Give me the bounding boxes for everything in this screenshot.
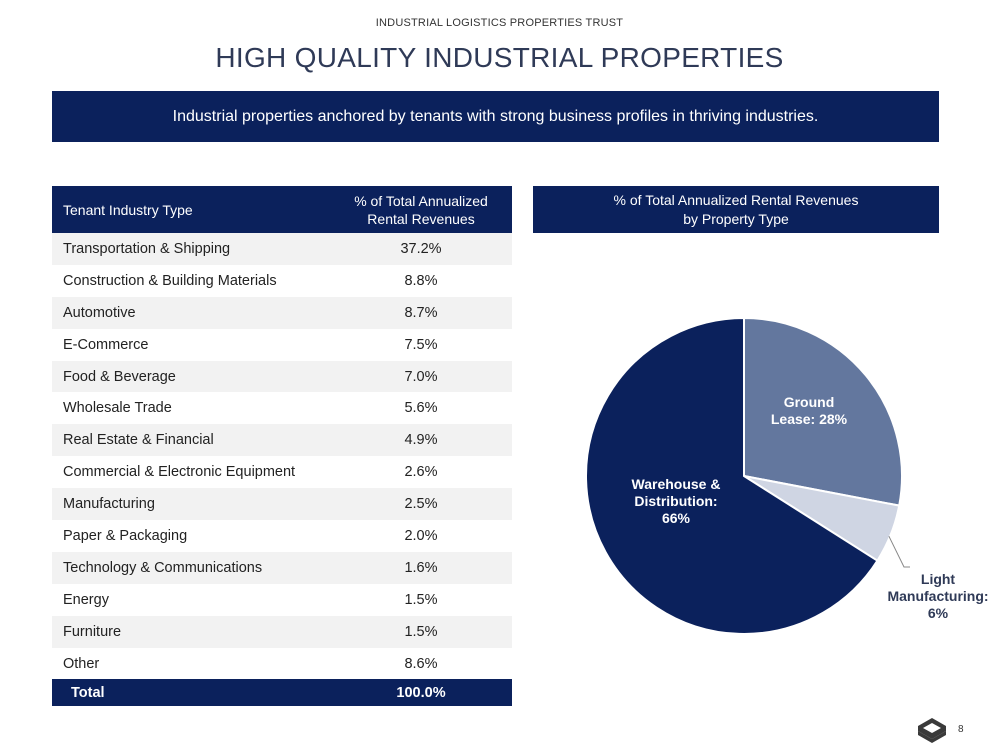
- industry-cell: Furniture: [63, 623, 122, 640]
- col-header-industry: Tenant Industry Type: [63, 201, 193, 218]
- pct-cell: 4.9%: [404, 432, 438, 449]
- industry-cell: Food & Beverage: [63, 368, 176, 385]
- pie-leader-line: [888, 535, 910, 568]
- company-name: INDUSTRIAL LOGISTICS PROPERTIES TRUST: [375, 17, 624, 29]
- pct-cell: 1.6%: [404, 559, 438, 576]
- table-row: Construction & Building Materials 8.8%: [52, 265, 512, 297]
- pct-cell: 8.8%: [404, 272, 438, 289]
- pie-label-line: 66%: [662, 510, 691, 526]
- table-row: Paper & Packaging 2.0%: [52, 520, 512, 552]
- table-row: E-Commerce 7.5%: [52, 329, 512, 361]
- pct-cell: 8.7%: [404, 304, 438, 321]
- pie-label: Ground Lease: 28%: [771, 394, 848, 427]
- pie-label-line: Distribution:: [634, 493, 717, 509]
- pct-cell: 7.5%: [404, 336, 438, 353]
- table-row: Energy 1.5%: [52, 584, 512, 616]
- pie-label-line: Light: [921, 571, 956, 587]
- col-header-pct-line1: % of Total Annualized: [354, 192, 488, 209]
- chart-header-line1: % of Total Annualized Rental Revenues: [613, 191, 859, 208]
- pie-label-line: Manufacturing:: [887, 588, 988, 604]
- pct-cell: 2.6%: [404, 464, 438, 481]
- banner-text: Industrial properties anchored by tenant…: [172, 107, 819, 125]
- chart-header-line2: by Property Type: [683, 210, 789, 227]
- pie-label-line: Warehouse &: [632, 476, 721, 492]
- pct-cell: 37.2%: [400, 240, 442, 257]
- table-header: Tenant Industry Type % of Total Annualiz…: [52, 186, 512, 233]
- col-header-pct-line2: Rental Revenues: [367, 210, 475, 227]
- table-row: Wholesale Trade 5.6%: [52, 392, 512, 424]
- industry-cell: Other: [63, 655, 100, 672]
- table-body: Transportation & Shipping 37.2% Constructi…: [52, 233, 512, 679]
- pie-slice-ground-lease: [743, 316, 903, 507]
- pct-cell: 1.5%: [404, 623, 438, 640]
- industry-cell: Manufacturing: [63, 496, 155, 513]
- chart-header: % of Total Annualized Rental Revenues by…: [533, 186, 939, 233]
- table-row: Food & Beverage 7.0%: [52, 360, 512, 393]
- industry-cell: Transportation & Shipping: [63, 240, 231, 257]
- pie-label-line: Ground: [784, 394, 835, 410]
- total-value: 100.0%: [396, 684, 446, 701]
- banner: Industrial properties anchored by tenant…: [52, 91, 939, 142]
- company-logo-icon: [918, 718, 946, 743]
- pie-label: Light Manufacturing: 6%: [887, 571, 988, 621]
- industry-cell: Commercial & Electronic Equipment: [63, 464, 296, 481]
- pie-label-line: 6%: [928, 605, 949, 621]
- pie-slice-warehouse-distribution: [585, 316, 879, 635]
- table-row: Transportation & Shipping 37.2%: [52, 233, 512, 265]
- pct-cell: 7.0%: [404, 368, 438, 385]
- total-label: Total: [71, 684, 105, 701]
- pie-label-line: Lease: 28%: [771, 411, 848, 427]
- property-type-pie-chart: Ground Lease: 28% Warehouse & Distribution:…: [585, 316, 989, 635]
- tenant-industry-table: Tenant Industry Type % of Total Annualiz…: [52, 186, 512, 707]
- industry-cell: Technology & Communications: [63, 559, 263, 576]
- pct-cell: 5.6%: [404, 400, 438, 417]
- table-row: Automotive 8.7%: [52, 296, 512, 329]
- table-row: Commercial & Electronic Equipment 2.6%: [52, 456, 512, 488]
- industry-cell: Energy: [63, 591, 109, 608]
- table-row: Technology & Communications 1.6%: [52, 551, 512, 584]
- industry-cell: Automotive: [63, 304, 136, 321]
- industry-cell: Wholesale Trade: [63, 400, 172, 417]
- table-row: Real Estate & Financial 4.9%: [52, 424, 512, 457]
- pct-cell: 8.6%: [404, 655, 438, 672]
- pct-cell: 1.5%: [404, 591, 438, 608]
- page-number: 8: [958, 724, 964, 735]
- industry-cell: Construction & Building Materials: [63, 272, 277, 289]
- table-row: Other 8.6%: [52, 648, 512, 680]
- industry-cell: E-Commerce: [63, 336, 149, 353]
- pct-cell: 2.0%: [404, 527, 438, 544]
- industry-cell: Real Estate & Financial: [63, 432, 214, 449]
- pie-label: Warehouse & Distribution: 66%: [632, 476, 721, 526]
- table-row: Furniture 1.5%: [52, 615, 512, 648]
- table-total-row: Total 100.0%: [52, 679, 512, 707]
- page-title: HIGH QUALITY INDUSTRIAL PROPERTIES: [215, 42, 784, 73]
- pct-cell: 2.5%: [404, 496, 438, 513]
- col-header-pct: % of Total Annualized Rental Revenues: [330, 192, 512, 228]
- industry-cell: Paper & Packaging: [63, 527, 188, 544]
- table-row: Manufacturing 2.5%: [52, 488, 512, 521]
